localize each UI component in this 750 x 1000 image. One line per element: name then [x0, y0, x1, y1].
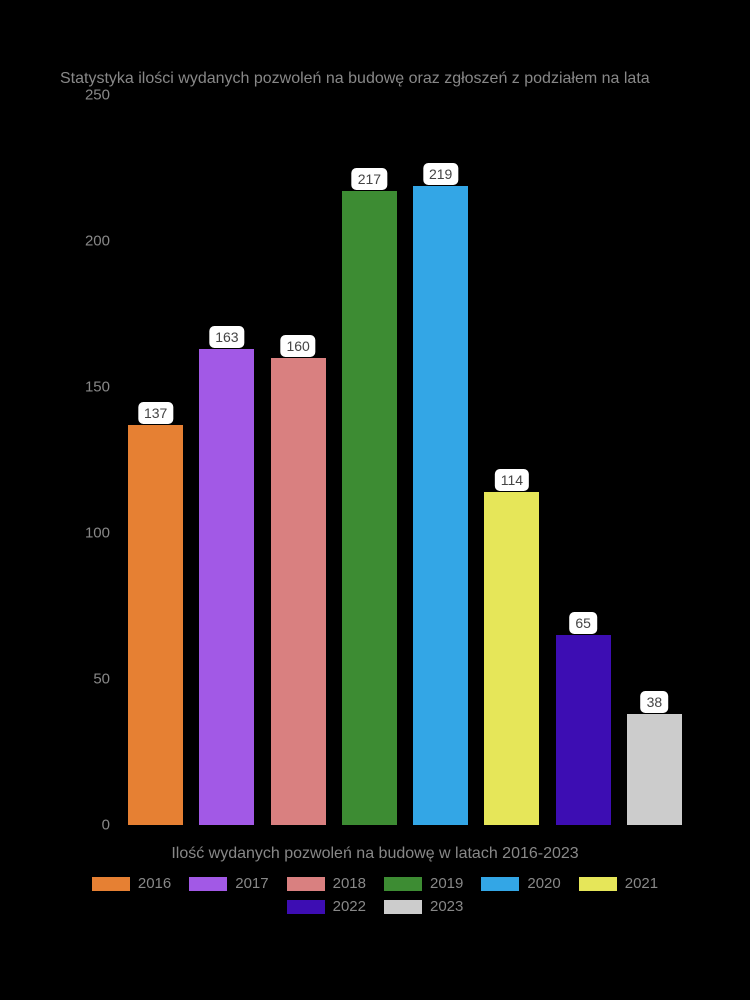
bar-value-label: 219 [423, 163, 458, 185]
legend-item-2019: 2019 [384, 875, 463, 892]
legend-swatch [189, 877, 227, 891]
legend-item-2018: 2018 [287, 875, 366, 892]
y-tick: 50 [60, 671, 110, 688]
legend-item-2021: 2021 [579, 875, 658, 892]
legend-swatch [481, 877, 519, 891]
legend-label: 2020 [527, 875, 560, 892]
bar-value-label: 160 [280, 335, 315, 357]
y-tick: 200 [60, 233, 110, 250]
legend-item-2017: 2017 [189, 875, 268, 892]
bar-2018: 160 [271, 358, 326, 825]
legend-swatch [92, 877, 130, 891]
legend-label: 2016 [138, 875, 171, 892]
bars-container: 1371631602172191146538 [110, 95, 700, 825]
legend-item-2016: 2016 [92, 875, 171, 892]
bar-value-label: 114 [495, 469, 529, 491]
y-tick: 150 [60, 379, 110, 396]
bar-2022: 65 [556, 635, 611, 825]
chart-title: Statystyka ilości wydanych pozwoleń na b… [60, 70, 650, 88]
bar-value-label: 38 [641, 691, 669, 713]
chart-plot-area: 1371631602172191146538 [110, 95, 700, 825]
bar-value-label: 137 [138, 402, 173, 424]
legend-label: 2022 [333, 898, 366, 915]
legend-swatch [287, 877, 325, 891]
legend-label: 2021 [625, 875, 658, 892]
bar-2023: 38 [627, 714, 682, 825]
bar-value-label: 217 [352, 168, 387, 190]
y-axis: 050100150200250 [60, 95, 110, 825]
bar-2016: 137 [128, 425, 183, 825]
y-tick: 250 [60, 87, 110, 104]
legend-swatch [579, 877, 617, 891]
legend-label: 2017 [235, 875, 268, 892]
legend-swatch [287, 900, 325, 914]
legend-item-2022: 2022 [287, 898, 366, 915]
legend-label: 2018 [333, 875, 366, 892]
legend-swatch [384, 900, 422, 914]
bar-value-label: 163 [209, 326, 244, 348]
y-tick: 100 [60, 525, 110, 542]
legend: 2016 2017 2018 2019 2020 2021 2022 2023 [0, 875, 750, 915]
x-axis-label: Ilość wydanych pozwoleń na budowę w lata… [0, 845, 750, 863]
bar-2019: 217 [342, 191, 397, 825]
bar-value-label: 65 [569, 612, 597, 634]
bar-2021: 114 [484, 492, 539, 825]
legend-label: 2023 [430, 898, 463, 915]
legend-item-2020: 2020 [481, 875, 560, 892]
legend-label: 2019 [430, 875, 463, 892]
y-tick: 0 [60, 817, 110, 834]
bar-2017: 163 [199, 349, 254, 825]
legend-swatch [384, 877, 422, 891]
bar-2020: 219 [413, 186, 468, 825]
legend-item-2023: 2023 [384, 898, 463, 915]
